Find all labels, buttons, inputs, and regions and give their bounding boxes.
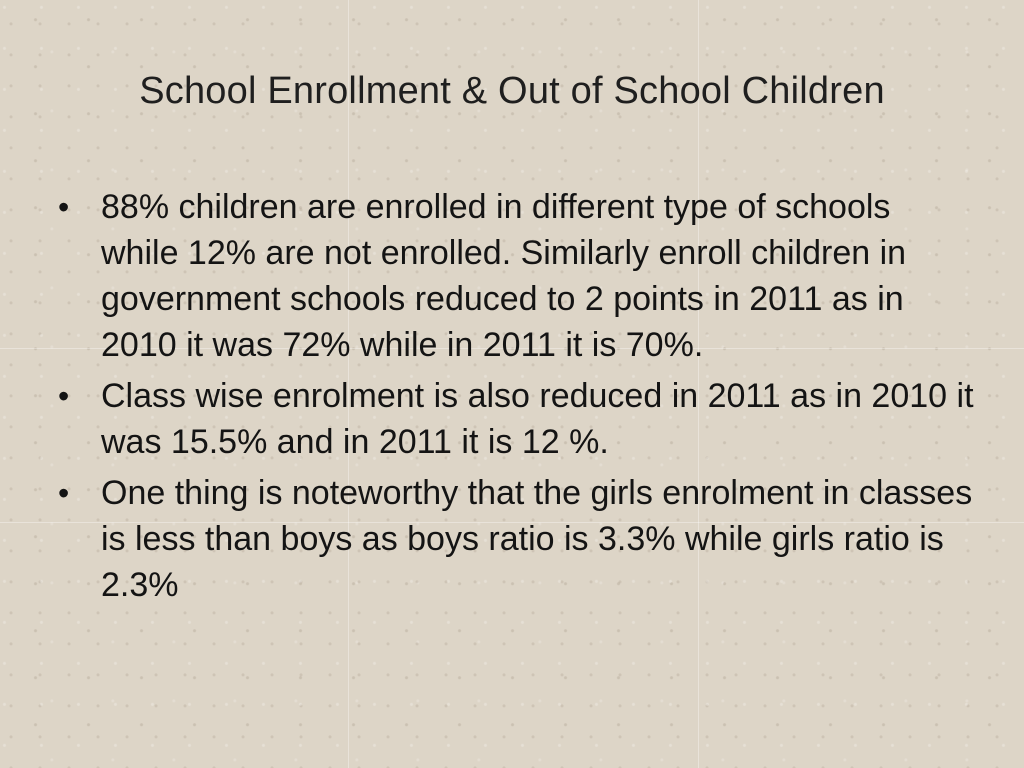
- bullet-text: 88% children are enrolled in different t…: [101, 188, 907, 364]
- background-seam: [698, 0, 699, 768]
- bullet-item: • Class wise enrolment is also reduced i…: [54, 373, 974, 465]
- bullet-item: • 88% children are enrolled in different…: [54, 184, 974, 368]
- slide-title: School Enrollment & Out of School Childr…: [139, 70, 885, 112]
- bullet-item: • One thing is noteworthy that the girls…: [54, 470, 974, 608]
- background-seam: [0, 522, 1024, 523]
- bullet-icon: •: [58, 475, 70, 511]
- bullet-text: One thing is noteworthy that the girls e…: [101, 474, 973, 604]
- bullet-list: • 88% children are enrolled in different…: [54, 184, 974, 613]
- background-seam: [348, 0, 349, 768]
- bullet-icon: •: [58, 189, 70, 225]
- bullet-text: Class wise enrolment is also reduced in …: [101, 377, 974, 461]
- bullet-icon: •: [58, 378, 70, 414]
- background-seam: [0, 348, 1024, 349]
